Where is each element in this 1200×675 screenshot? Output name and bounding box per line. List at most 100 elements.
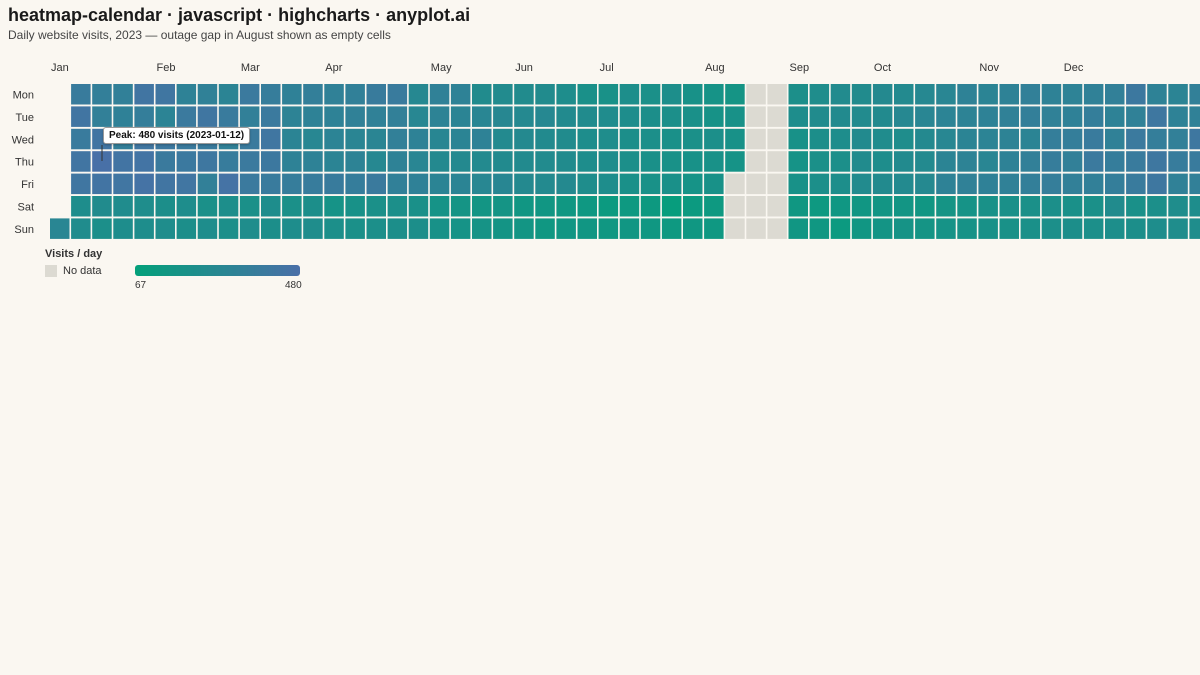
month-label: Oct (874, 62, 891, 74)
month-label: Aug (705, 62, 725, 74)
heatmap-cell (809, 128, 830, 150)
heatmap-cell (978, 84, 998, 105)
heatmap-cell (387, 128, 408, 150)
heatmap-cell (324, 196, 344, 217)
heatmap-cell (978, 173, 998, 195)
heatmap-cell (1105, 173, 1125, 195)
heatmap-cell (239, 196, 260, 217)
heatmap-cell (535, 151, 555, 172)
heatmap-cell (704, 173, 724, 195)
weekday-label: Wed (12, 134, 34, 146)
heatmap-cell (809, 84, 830, 105)
heatmap-cell-no-data (746, 173, 766, 195)
heatmap-cell (197, 84, 218, 105)
heatmap-cell (598, 128, 619, 150)
heatmap-cell (71, 218, 91, 239)
heatmap-cell (999, 196, 1019, 217)
heatmap-cell (134, 218, 154, 239)
heatmap-cell (303, 173, 323, 195)
heatmap-cell-no-data (746, 151, 766, 172)
heatmap-cell (197, 196, 218, 217)
heatmap-cell (92, 196, 112, 217)
heatmap-cell (366, 218, 386, 239)
heatmap-cell (303, 218, 323, 239)
heatmap-cell-no-data (767, 218, 787, 239)
heatmap-cell (450, 84, 471, 105)
calendar-heatmap: Jan Feb Mar Apr May Jun Jul Aug Sep Oct Nov Dec Mon… (12, 62, 1200, 239)
heatmap-cell (324, 218, 344, 239)
heatmap-cell-no-data (767, 106, 787, 127)
heatmap-cell (640, 106, 661, 127)
heatmap-cell (978, 196, 998, 217)
heatmap-cell (661, 196, 682, 217)
heatmap-cell (218, 173, 239, 195)
heatmap-cell (324, 128, 344, 150)
heatmap-cell (894, 173, 914, 195)
heatmap-cell (303, 84, 323, 105)
heatmap-cell (261, 173, 281, 195)
heatmap-cell (809, 218, 830, 239)
heatmap-cell (218, 218, 239, 239)
heatmap-cell (851, 128, 872, 150)
heatmap-cell (978, 218, 998, 239)
heatmap-cell (366, 106, 386, 127)
heatmap-cell (155, 151, 175, 172)
heatmap-cell (1020, 196, 1041, 217)
heatmap-cell (830, 151, 851, 172)
heatmap-cell (1168, 106, 1188, 127)
heatmap-cell (134, 173, 154, 195)
heatmap-cell (936, 128, 956, 150)
heatmap-cell (957, 218, 977, 239)
heatmap-cell (598, 173, 619, 195)
heatmap-cell (429, 84, 450, 105)
heatmap-cell (809, 151, 830, 172)
heatmap-cell (936, 106, 956, 127)
heatmap-cell (50, 218, 70, 239)
heatmap-cell (71, 106, 91, 127)
heatmap-cell (472, 106, 492, 127)
heatmap-cell (1041, 196, 1062, 217)
heatmap-cell (408, 84, 429, 105)
heatmap-cell (535, 196, 555, 217)
heatmap-cell (915, 173, 935, 195)
heatmap-cell (113, 106, 133, 127)
heatmap-cell (788, 84, 808, 105)
weekday-label: Tue (15, 112, 34, 124)
heatmap-cell (683, 196, 703, 217)
heatmap-cell (1126, 151, 1146, 172)
color-scale-bar (135, 265, 300, 276)
heatmap-cell (619, 196, 640, 217)
heatmap-cell (999, 128, 1019, 150)
heatmap-cell (493, 151, 513, 172)
heatmap-cell (324, 151, 344, 172)
heatmap-cell (556, 151, 576, 172)
weekday-label: Mon (13, 90, 34, 102)
heatmap-cell (155, 173, 175, 195)
heatmap-cell (619, 151, 640, 172)
heatmap-cell (176, 106, 197, 127)
heatmap-cell (978, 106, 998, 127)
heatmap-cell (282, 84, 302, 105)
heatmap-cell (830, 196, 851, 217)
heatmap-cell (514, 218, 534, 239)
heatmap-cell (1189, 218, 1200, 239)
chart-title: heatmap-calendar · javascript · highchar… (8, 5, 471, 25)
chart-subtitle: Daily website visits, 2023 — outage gap … (8, 28, 391, 42)
heatmap-cell (176, 84, 197, 105)
heatmap-cell (450, 196, 471, 217)
heatmap-cell (450, 218, 471, 239)
heatmap-cell (324, 106, 344, 127)
heatmap-cell (661, 218, 682, 239)
heatmap-cell (1083, 128, 1104, 150)
heatmap-cell (1105, 151, 1125, 172)
heatmap-cell (915, 196, 935, 217)
heatmap-cell (261, 218, 281, 239)
heatmap-cell-no-data (746, 218, 766, 239)
heatmap-cell (366, 173, 386, 195)
heatmap-cell (303, 128, 323, 150)
heatmap-cell (472, 151, 492, 172)
heatmap-cell (493, 128, 513, 150)
heatmap-cell (176, 218, 197, 239)
heatmap-cell (450, 106, 471, 127)
heatmap-cell (113, 173, 133, 195)
